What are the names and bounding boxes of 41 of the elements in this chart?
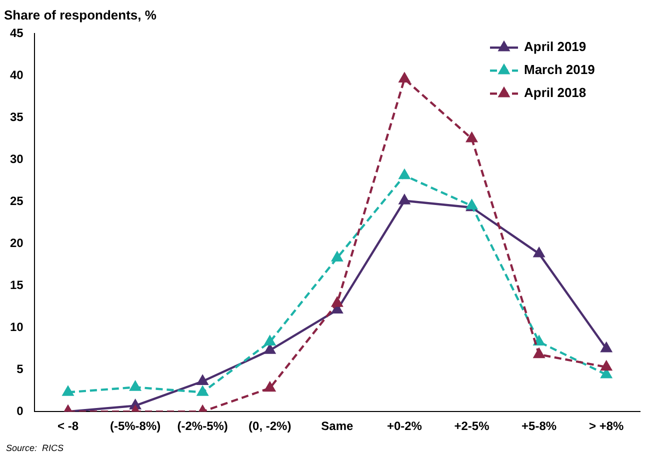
chart-title: Share of respondents, % [4,7,157,22]
point [534,348,544,358]
x-tick-label: < -8 [57,419,79,434]
point [332,297,343,307]
point [264,336,276,346]
point [399,194,410,204]
legend-label: March 2019 [524,62,595,78]
x-tick-label: (-5%-8%) [110,419,161,434]
point [466,132,478,142]
x-tick-label: (-2%-5%) [177,419,228,434]
point [399,72,410,83]
point [534,248,544,258]
y-tick-label: 45 [10,26,24,40]
legend-label: April 2018 [524,85,586,100]
y-tick-label: 15 [10,278,24,292]
y-tick-label: 25 [10,194,24,208]
y-tick-label: 20 [10,236,24,250]
y-tick-label: 35 [10,110,24,124]
y-tick-label: 30 [10,152,24,166]
point [600,360,612,371]
point [197,375,208,385]
point [130,381,141,391]
point [264,382,276,392]
y-tick-label: 5 [16,362,24,376]
point [62,386,74,396]
point [399,169,410,180]
source-note: Source: RICS [6,443,64,453]
x-tick-label: +5-8% [522,419,557,434]
point [332,252,343,262]
x-tick-label: (0, -2%) [248,419,292,434]
legend-label: April 2019 [524,39,586,54]
point [600,342,612,352]
y-tick-label: 0 [16,404,24,418]
point [197,386,208,396]
x-tick-label: Same [321,419,354,434]
x-tick-label: > +8% [589,419,624,434]
y-tick-label: 40 [10,68,24,82]
x-tick-label: +2-5% [454,419,490,434]
point [264,344,276,354]
x-tick-label: +0-2% [386,419,422,434]
y-tick-label: 10 [10,320,24,334]
